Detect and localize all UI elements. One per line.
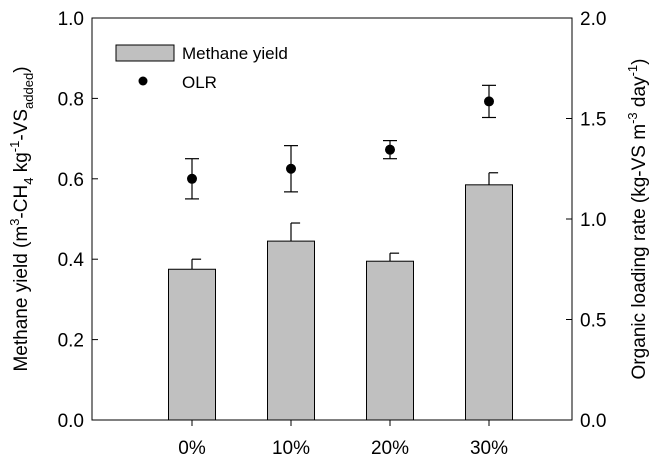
left-tick-label-4: 0.8 [58, 89, 84, 110]
right-tick-label-4: 2.0 [580, 9, 606, 30]
legend-olr-marker [138, 76, 148, 86]
methane-yield-error-bars [191, 172, 499, 270]
olr-point-3 [484, 96, 494, 107]
right-tick-label-1: 0.5 [580, 311, 606, 332]
left-tick-label-5: 1.0 [58, 9, 84, 30]
legend-bar-swatch [115, 44, 175, 62]
left-tick-label-2: 0.4 [58, 250, 85, 271]
x-tick-label-2: 20% [371, 438, 409, 459]
methane-yield-bars [168, 184, 513, 421]
right-axis-title: Organic loading rate (kg-VS m-3 day-1) [625, 59, 650, 380]
left-tick-label-0: 0.0 [58, 411, 84, 432]
left-tick-label-3: 0.6 [58, 170, 84, 191]
olr-point-2 [385, 144, 395, 155]
x-tick-label-0: 0% [178, 438, 206, 459]
bar-3 [465, 184, 513, 421]
left-tick-label-1: 0.2 [58, 331, 84, 352]
olr-point-1 [286, 163, 296, 174]
x-tick-label-1: 10% [272, 438, 310, 459]
legend: Methane yield OLR [115, 44, 288, 92]
x-tick-label-3: 30% [470, 438, 508, 459]
legend-label-olr: OLR [182, 73, 217, 92]
left-y-axis: 0.0 0.2 0.4 0.6 0.8 1.0 [58, 9, 98, 432]
olr-point-0 [187, 173, 197, 184]
x-axis: 0% 10% 20% 30% [178, 420, 508, 459]
bar-0 [168, 268, 216, 421]
right-tick-label-2: 1.0 [580, 210, 606, 231]
right-tick-label-3: 1.5 [580, 110, 606, 131]
olr-points [185, 84, 496, 200]
bar-2 [366, 260, 414, 421]
bar-1 [267, 240, 315, 421]
legend-label-methane-yield: Methane yield [182, 44, 288, 63]
left-axis-title: Methane yield (m3-CH4 kg-1-VSadded) [7, 66, 36, 371]
right-y-axis: 0.0 0.5 1.0 1.5 2.0 [566, 9, 606, 432]
right-tick-label-0: 0.0 [580, 411, 606, 432]
